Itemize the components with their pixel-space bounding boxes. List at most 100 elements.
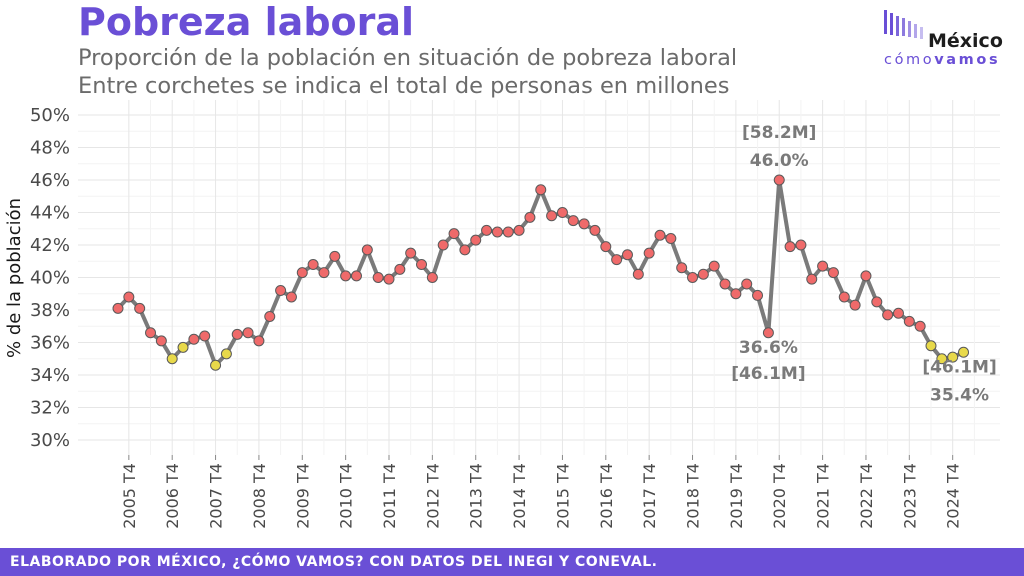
x-tick-label: 2022 T4 — [857, 463, 876, 529]
x-tick-label: 2012 T4 — [423, 463, 442, 529]
x-tick-label: 2019 T4 — [727, 463, 746, 529]
chart-subtitle: Proporción de la población en situación … — [78, 45, 738, 71]
x-tick-label: 2020 T4 — [770, 463, 789, 529]
y-tick-label: 38% — [30, 300, 70, 321]
data-point — [155, 335, 167, 347]
poverty-series — [112, 174, 970, 371]
data-point — [849, 299, 861, 311]
logo-word-bold: vamos — [934, 52, 1001, 68]
data-point — [285, 291, 297, 303]
x-tick-label: 2013 T4 — [467, 463, 486, 529]
data-point — [762, 327, 774, 339]
logo-name-bottom: cómovamos — [884, 52, 1000, 68]
data-point-highlight — [177, 341, 189, 353]
data-point — [600, 241, 612, 253]
data-point — [253, 335, 265, 347]
data-point — [524, 211, 536, 223]
x-tick-label: 2017 T4 — [640, 463, 659, 529]
data-point — [145, 327, 157, 339]
data-point — [708, 260, 720, 272]
y-tick-label: 50% — [30, 105, 70, 126]
data-point — [188, 333, 200, 345]
data-point — [329, 250, 341, 262]
data-point — [860, 270, 872, 282]
x-tick-label: 2008 T4 — [250, 463, 269, 529]
data-point — [134, 302, 146, 314]
x-axis: 2005 T4 2006 T4 2007 T4 2008 T4 2009 T4 2010 … — [120, 455, 963, 529]
data-point — [491, 226, 503, 238]
annotation-percent: 46.0% — [750, 151, 809, 171]
data-point — [611, 254, 623, 266]
chart-grid — [78, 100, 1000, 455]
chart-annotations: 36.6% [46.1M] 46.0% [58.2M] 35.4% [46.1M] — [731, 123, 997, 405]
logo-name-top: México — [928, 30, 1003, 52]
data-point — [903, 315, 915, 327]
data-point — [372, 272, 384, 283]
data-point-highlight — [936, 353, 948, 365]
annotation-count: [58.2M] — [742, 123, 816, 143]
mexico-como-vamos-logo: México cómovamos — [880, 8, 1020, 68]
data-point-highlight — [220, 348, 232, 360]
y-tick-label: 32% — [30, 398, 70, 419]
data-point — [361, 244, 373, 256]
data-point — [231, 328, 243, 340]
data-point — [741, 278, 753, 290]
data-point — [556, 207, 568, 218]
y-tick-label: 48% — [30, 138, 70, 159]
x-tick-label: 2010 T4 — [337, 463, 356, 529]
data-point — [350, 270, 362, 282]
data-point — [296, 267, 308, 279]
data-point — [795, 239, 807, 251]
x-tick-label: 2024 T4 — [944, 463, 963, 529]
data-point — [665, 233, 677, 244]
data-point — [318, 267, 330, 279]
data-point — [546, 210, 558, 222]
data-point — [513, 224, 525, 236]
data-point — [275, 285, 287, 296]
x-tick-label: 2016 T4 — [597, 463, 616, 529]
x-tick-label: 2006 T4 — [163, 463, 182, 529]
data-point — [426, 272, 438, 283]
data-point — [307, 259, 319, 270]
data-point — [676, 262, 688, 274]
annotation-percent: 36.6% — [739, 338, 798, 358]
data-point-highlight — [925, 340, 937, 352]
y-axis: 30% 32% 34% 36% 38% 40% 42% 44% 46% 48% 50% — [30, 105, 70, 451]
line-chart: 30% 32% 34% 36% 38% 40% 42% 44% 46% 48% 50% 2005 T… — [4, 100, 1000, 529]
chart-title: Pobreza laboral — [78, 0, 415, 44]
data-point-highlight — [947, 351, 959, 363]
data-point — [589, 224, 601, 236]
data-point-highlight — [958, 346, 970, 358]
y-tick-label: 40% — [30, 268, 70, 289]
logo-word-light: cómo — [884, 52, 935, 68]
data-point — [817, 260, 829, 272]
data-point — [502, 226, 514, 238]
data-point — [871, 296, 883, 308]
data-point — [806, 273, 818, 285]
data-point — [459, 244, 471, 256]
y-tick-label: 34% — [30, 365, 70, 386]
data-point — [892, 307, 904, 319]
data-point — [405, 247, 417, 259]
data-point — [199, 330, 211, 342]
data-point — [621, 249, 633, 261]
data-point — [448, 228, 460, 240]
y-axis-title: % de la población — [4, 198, 25, 358]
data-point — [632, 268, 644, 280]
x-tick-label: 2014 T4 — [510, 463, 529, 529]
data-point — [719, 278, 731, 290]
x-tick-label: 2005 T4 — [120, 463, 139, 529]
data-point — [654, 229, 666, 241]
data-point — [882, 309, 894, 321]
data-point — [383, 273, 395, 285]
data-point — [394, 263, 406, 275]
data-point — [730, 288, 742, 300]
data-point — [481, 224, 493, 236]
x-tick-label: 2021 T4 — [814, 463, 833, 529]
data-point — [578, 218, 590, 230]
y-tick-label: 36% — [30, 333, 70, 354]
x-tick-label: 2007 T4 — [207, 463, 226, 529]
data-point — [340, 270, 352, 282]
y-tick-label: 46% — [30, 170, 70, 191]
data-point — [416, 259, 428, 270]
